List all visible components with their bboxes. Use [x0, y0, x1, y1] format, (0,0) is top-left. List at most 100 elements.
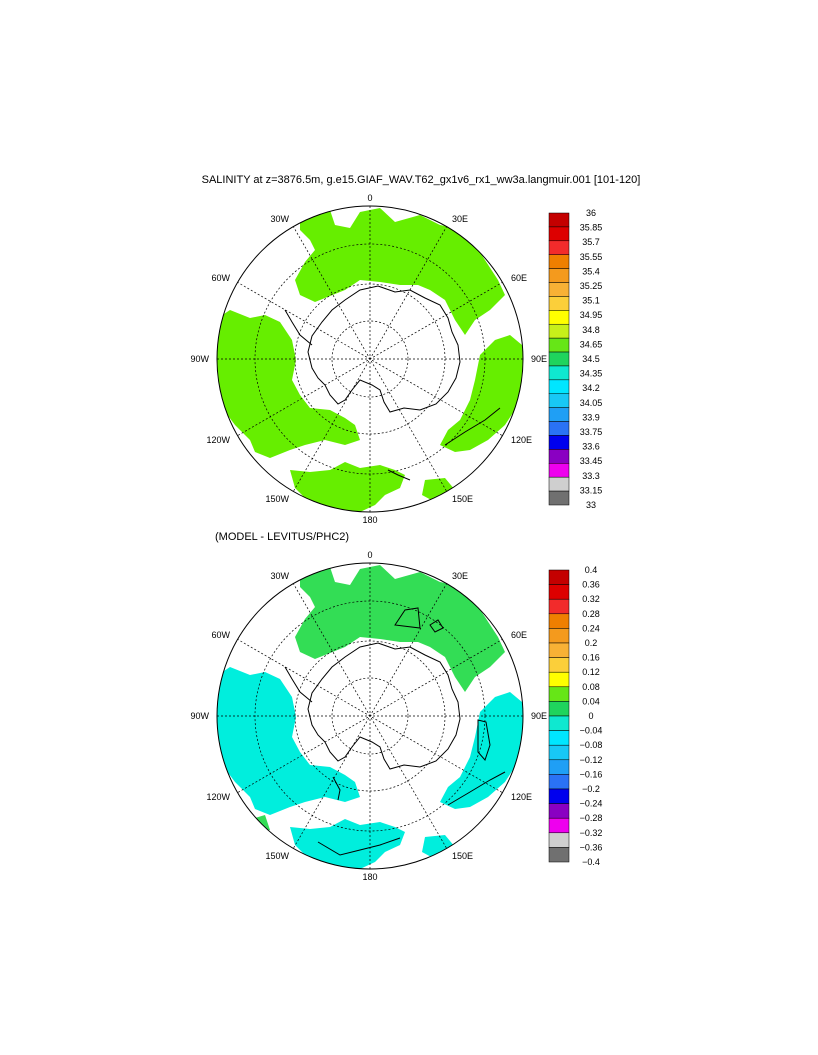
panel-2-lon-label-30e: 30E: [452, 571, 468, 581]
panel-1-map: 0 30E 60E 90E 120E 150E 180 150W 120W 90…: [190, 193, 547, 525]
panel-2-colorbar-label: 0.28: [582, 609, 600, 619]
panel-1-colorbar-swatch: [548, 254, 570, 269]
salinity-region-east: [440, 335, 523, 452]
panel-1-colorbar-swatch: [548, 421, 570, 436]
difference-contour-1: [394, 607, 421, 629]
panel-2-lon-label-150w: 150W: [265, 851, 289, 861]
panel-1-lon-label-90w: 90W: [190, 354, 209, 364]
panel-2-colorbar-label: 0.08: [582, 682, 600, 692]
difference-region-southeast: [422, 835, 455, 859]
panel-1-colorbar-swatch: [548, 310, 570, 325]
panel-1-colorbar-swatch: [548, 449, 570, 464]
panel-1-title: SALINITY at z=3876.5m, g.e15.GIAF_WAV.T6…: [202, 174, 641, 186]
panel-2-colorbar-swatch: [548, 803, 570, 819]
panel-1-lon-label-150w: 150W: [265, 494, 289, 504]
panel-1-colorbar-swatch: [548, 268, 570, 283]
panel-2-colorbar-label: −0.04: [580, 726, 603, 736]
panel-2-colorbar-label: 0.2: [585, 638, 598, 648]
panel-2-lon-label-150e: 150E: [452, 851, 473, 861]
panel-1-colorbar-label: 34.65: [580, 339, 603, 349]
panel-1-colorbar-label: 36: [586, 208, 596, 218]
panel-2-colorbar-label: 0.24: [582, 623, 600, 633]
panel-2-colorbar-swatch: [548, 788, 570, 804]
panel-1-colorbar-swatch: [548, 240, 570, 255]
panel-1-colorbar-swatch: [548, 226, 570, 242]
panel-2-colorbar-label: 0.32: [582, 594, 600, 604]
panel-2-colorbar-swatch: [548, 628, 570, 644]
panel-1-colorbar-swatch: [548, 365, 570, 381]
panel-1-colorbar-label: 34.35: [580, 369, 603, 379]
panel-1-colorbar-label: 33.9: [582, 412, 600, 422]
panel-2-colorbar-swatch: [548, 847, 570, 863]
panel-1-colorbar-swatch: [548, 379, 570, 395]
panel-1-lon-label-0: 0: [367, 193, 372, 203]
panel-1-colorbar-swatch: [548, 490, 570, 506]
difference-contour-6: [332, 776, 341, 801]
panel-2-colorbar-label: −0.36: [580, 842, 603, 852]
panel-2-map-border: [216, 562, 524, 870]
panel-1-colorbar-swatch: [548, 296, 570, 311]
contour-line-1: [444, 407, 501, 446]
panel-2-lon-label-60e: 60E: [511, 630, 527, 640]
panel-2-colorbar-swatch: [548, 817, 570, 834]
panel-1-lon-label-30e: 30E: [452, 214, 468, 224]
panel-1-colorbar-swatch: [548, 407, 570, 422]
salinity-region-west: [217, 310, 360, 458]
panel-2-colorbar-label: −0.08: [580, 740, 603, 750]
panel-1-colorbar-label: 34.5: [582, 354, 600, 364]
panel-2-colorbar-swatch: [548, 832, 570, 848]
difference-contour-2: [429, 619, 444, 633]
panel-2-colorbar-swatch: [548, 730, 570, 746]
panel-2-colorbar-label: 0.4: [585, 565, 598, 575]
antarctica-outline-2: [307, 642, 461, 770]
panel-2-graticule: [217, 563, 523, 869]
panel-1-colorbar-label: 34.95: [580, 310, 603, 320]
panel-2-colorbar-label: −0.24: [580, 799, 603, 809]
panel-2-colorbar-label: 0.16: [582, 653, 600, 663]
panel-1-colorbar-label: 33.6: [582, 442, 600, 452]
panel-2-colorbar-swatch: [548, 613, 570, 629]
difference-region-south: [290, 819, 405, 869]
difference-region-west: [217, 667, 360, 815]
panel-2-colorbar-label: −0.32: [580, 828, 603, 838]
panel-2-lon-label-120e: 120E: [511, 792, 532, 802]
panel-2-map: 0 30E 60E 90E 120E 150E 180 150W 120W 90…: [190, 550, 547, 882]
panel-2-colorbar: 0.4 0.36 0.32 0.28 0.24 0.2 0.16 0.12 0.08 0.04 0 −…: [548, 565, 603, 867]
peninsula-outline-2: [284, 666, 313, 703]
panel-1-colorbar-swatch: [548, 476, 570, 492]
contour-line-2: [387, 469, 411, 481]
panel-2-colorbar-swatch: [548, 671, 570, 688]
panel-1-colorbar-label: 35.55: [580, 252, 603, 262]
panel-1-colorbar-label: 35.1: [582, 296, 600, 306]
panel-1-colorbar-label: 33: [586, 500, 596, 510]
panel-2-lon-label-90e: 90E: [531, 711, 547, 721]
panel-1-colorbar-swatch: [548, 393, 570, 408]
panel-1-colorbar-label: 35.25: [580, 281, 603, 291]
panel-2-colorbar-swatch: [548, 715, 570, 731]
panel-2-colorbar-swatch: [548, 774, 570, 790]
panel-1-lon-label-120e: 120E: [511, 435, 532, 445]
panel-2-colorbar-label: −0.12: [580, 755, 603, 765]
panel-2-lon-label-60w: 60W: [211, 630, 230, 640]
panel-2-colorbar-label: −0.2: [582, 784, 600, 794]
panel-2-lon-label-90w: 90W: [190, 711, 209, 721]
panel-1-lon-label-90e: 90E: [531, 354, 547, 364]
panel-2-title: (MODEL - LEVITUS/PHC2): [215, 531, 349, 543]
panel-2-colorbar-swatch: [548, 759, 570, 775]
panel-2-colorbar-swatch: [548, 584, 570, 600]
panel-1-colorbar-swatch: [548, 463, 570, 478]
panel-1-colorbar-label: 35.85: [580, 223, 603, 233]
panel-1-colorbar: 36 35.85 35.7 35.55 35.4 35.25 35.1 34.95 34.8 34…: [548, 208, 603, 510]
panel-2-colorbar-swatch: [548, 701, 570, 717]
salinity-region-atlantic: [295, 208, 505, 335]
panel-1-colorbar-swatch: [548, 212, 570, 228]
panel-1-colorbar-swatch: [548, 323, 570, 339]
difference-region-east: [440, 692, 523, 809]
antarctica-outline: [307, 285, 461, 413]
panel-2-colorbar-swatch: [548, 657, 570, 673]
panel-2-lon-label-30w: 30W: [270, 571, 289, 581]
panel-2-colorbar-swatch: [548, 686, 570, 702]
panel-1-lon-label-30w: 30W: [270, 214, 289, 224]
panel-2-colorbar-label: 0.12: [582, 667, 600, 677]
difference-contour-4: [447, 771, 506, 806]
